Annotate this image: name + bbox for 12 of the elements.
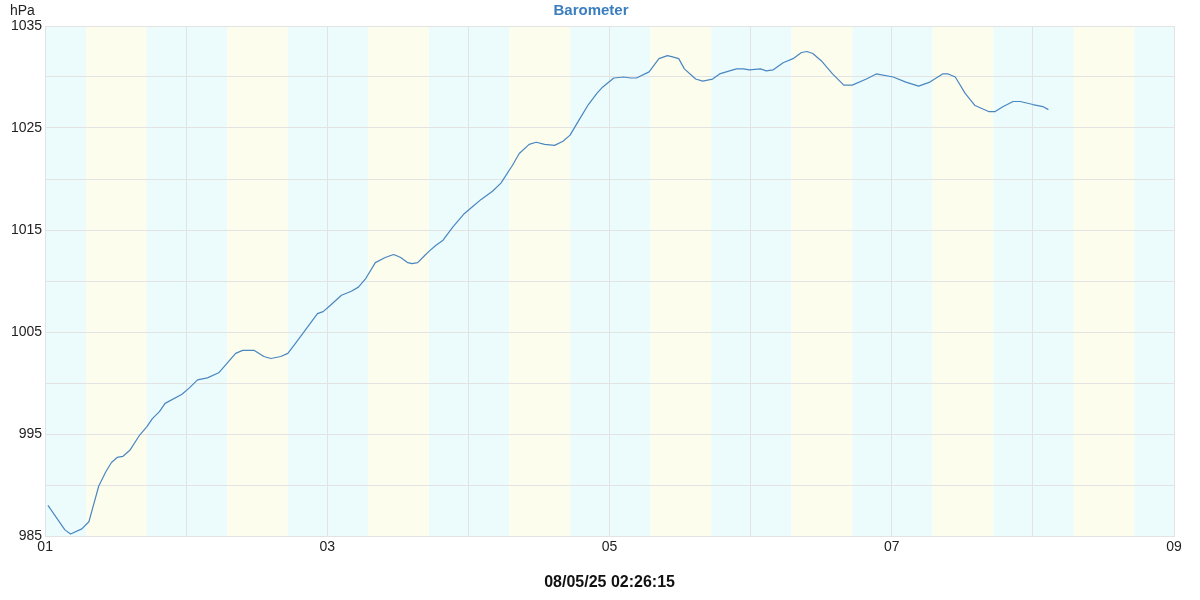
chart-title: Barometer <box>553 1 629 19</box>
y-tick-label: 995 <box>18 424 43 441</box>
y-tick-label: 1005 <box>10 322 43 339</box>
x-tick-label: 05 <box>601 538 618 555</box>
x-tick-label: 09 <box>1166 538 1182 555</box>
x-tick-label: 03 <box>319 538 336 555</box>
y-tick-label: 1025 <box>10 118 43 135</box>
y-tick-label: 1035 <box>10 16 43 33</box>
x-tick-label: 07 <box>884 538 900 555</box>
y-axis-title: hPa <box>10 1 36 18</box>
x-axis-title: 08/05/25 02:26:15 <box>544 572 676 590</box>
y-tick-label: 1015 <box>10 220 43 237</box>
